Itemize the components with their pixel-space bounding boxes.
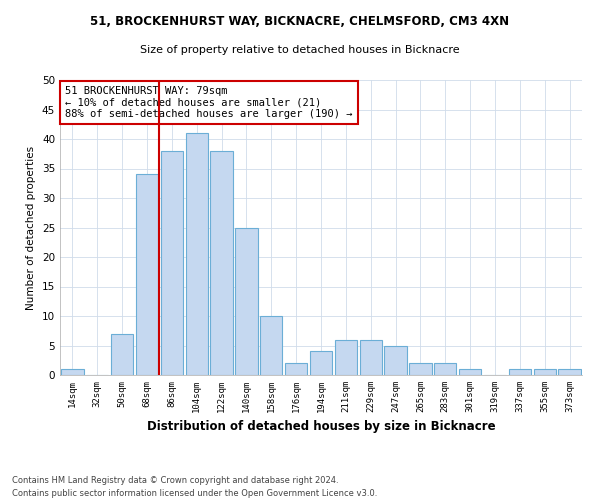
Bar — [161, 151, 183, 375]
Bar — [459, 369, 481, 375]
Text: Contains public sector information licensed under the Open Government Licence v3: Contains public sector information licen… — [12, 488, 377, 498]
Bar — [211, 151, 233, 375]
Bar — [185, 133, 208, 375]
Text: 51 BROCKENHURST WAY: 79sqm
← 10% of detached houses are smaller (21)
88% of semi: 51 BROCKENHURST WAY: 79sqm ← 10% of deta… — [65, 86, 353, 119]
Bar — [385, 346, 407, 375]
Bar — [335, 340, 357, 375]
Bar — [136, 174, 158, 375]
Bar — [509, 369, 531, 375]
Bar — [235, 228, 257, 375]
Bar — [559, 369, 581, 375]
Bar — [434, 363, 457, 375]
Y-axis label: Number of detached properties: Number of detached properties — [26, 146, 37, 310]
Bar — [260, 316, 283, 375]
Text: Contains HM Land Registry data © Crown copyright and database right 2024.: Contains HM Land Registry data © Crown c… — [12, 476, 338, 485]
Text: Size of property relative to detached houses in Bicknacre: Size of property relative to detached ho… — [140, 45, 460, 55]
Bar — [533, 369, 556, 375]
Bar — [409, 363, 431, 375]
Bar — [310, 352, 332, 375]
Bar — [111, 334, 133, 375]
X-axis label: Distribution of detached houses by size in Bicknacre: Distribution of detached houses by size … — [146, 420, 496, 434]
Bar — [359, 340, 382, 375]
Bar — [285, 363, 307, 375]
Bar — [61, 369, 83, 375]
Text: 51, BROCKENHURST WAY, BICKNACRE, CHELMSFORD, CM3 4XN: 51, BROCKENHURST WAY, BICKNACRE, CHELMSF… — [91, 15, 509, 28]
